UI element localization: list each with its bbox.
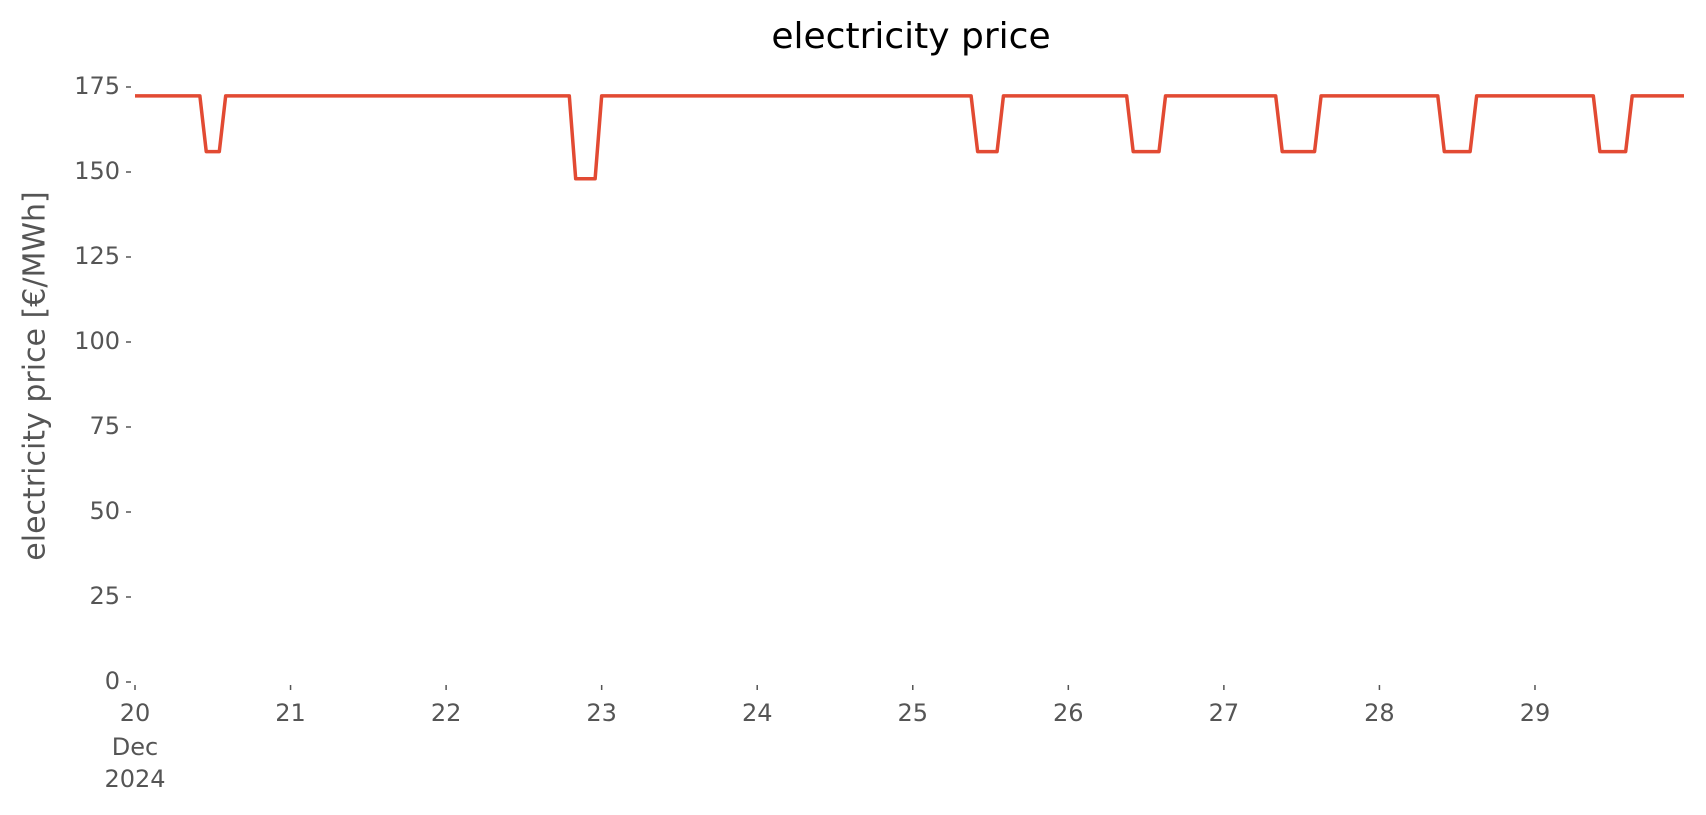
y-tick-label: 0 [105, 667, 120, 695]
y-tick-label: 100 [74, 327, 120, 355]
y-tick-label: 175 [74, 72, 120, 100]
y-tick-label: 125 [74, 242, 120, 270]
y-tick-label: 150 [74, 157, 120, 185]
x-tick-sublabel: Dec [112, 733, 158, 761]
chart-title: electricity price [771, 16, 1050, 57]
x-tick-sublabel: 2024 [104, 765, 165, 793]
x-tick-label: 21 [275, 699, 306, 727]
x-tick-label: 24 [742, 699, 773, 727]
x-tick-label: 25 [897, 699, 928, 727]
y-tick-label: 25 [89, 582, 120, 610]
y-tick-label: 75 [89, 412, 120, 440]
y-tick-label: 50 [89, 497, 120, 525]
x-tick-label: 28 [1364, 699, 1395, 727]
x-tick-label: 27 [1209, 699, 1240, 727]
x-tick-label: 22 [431, 699, 462, 727]
x-tick-label: 26 [1053, 699, 1084, 727]
x-tick-label: 29 [1520, 699, 1551, 727]
x-tick-label: 23 [586, 699, 617, 727]
x-tick-label: 20 [120, 699, 151, 727]
price-line [135, 94, 1684, 181]
y-axis-label: electricity price [€/MWh] [18, 191, 53, 560]
